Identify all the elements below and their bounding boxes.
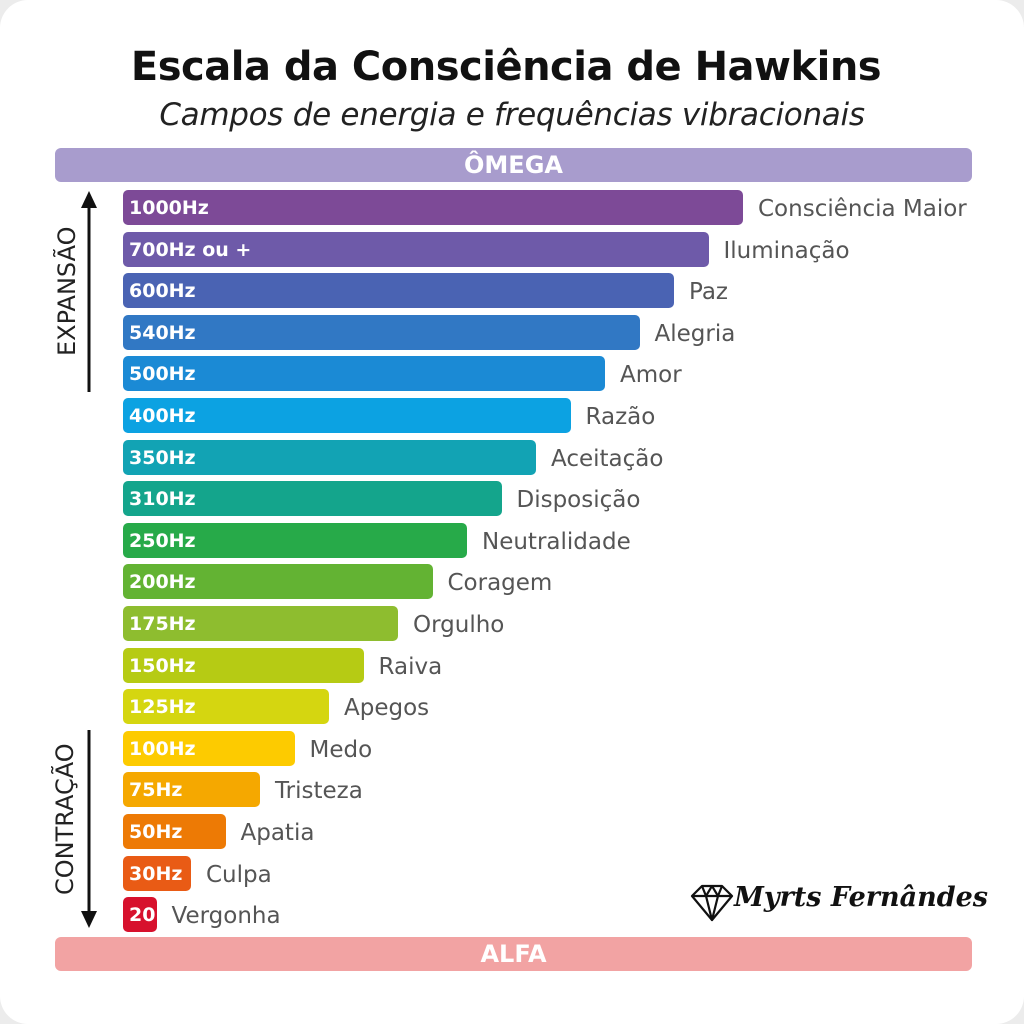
bar-value-label: 125Hz (129, 696, 196, 719)
bar-category-label: Disposição (516, 487, 641, 514)
bar-value-label: 175Hz (129, 613, 196, 635)
bar-category-label: Alegria (654, 320, 736, 347)
bar-value-label: 30Hz (129, 862, 183, 885)
bar-category-label: Aceitação (551, 445, 664, 472)
expansion-arrow (81, 191, 97, 392)
bar-value-label: 400Hz (129, 405, 196, 427)
bar-category-label: Tristeza (275, 778, 363, 805)
contraction-arrow (81, 730, 97, 928)
bar-value-label: 350Hz (129, 446, 196, 469)
bar-value-label: 700Hz ou + (129, 238, 252, 261)
bar-11 (123, 647, 364, 683)
bar-13 (123, 730, 295, 766)
bar-value-label: 150Hz (129, 654, 196, 677)
bar-category-label: Coragem (447, 570, 553, 597)
omega-band: ÔMEGA (55, 148, 972, 182)
bar-category-label: Paz (689, 279, 729, 306)
bar-value-label: 600Hz (129, 280, 196, 303)
bar-category-label: Consciência Maior (758, 196, 967, 222)
bar-value-label: 1000Hz (129, 197, 209, 219)
diamond-logo-icon (690, 884, 734, 922)
bar-value-label: 50Hz (129, 821, 183, 843)
bar-category-label: Culpa (206, 861, 272, 888)
bar-category-label: Apatia (240, 820, 315, 846)
bar-value-label: 540Hz (129, 321, 196, 344)
bar-category-label: Apegos (344, 695, 430, 722)
bar-category-label: Medo (309, 736, 373, 763)
signature: Myrts Fernândes (734, 882, 988, 913)
bar-category-label: Amor (620, 362, 682, 389)
bar-7 (123, 481, 502, 517)
bar-8 (123, 522, 467, 558)
bar-0 (123, 190, 743, 225)
bar-17 (123, 897, 157, 933)
bar-6 (123, 439, 536, 475)
axis-label-contraction: CONTRAÇÃO (51, 743, 79, 895)
bar-15 (123, 814, 226, 849)
bar-4 (123, 356, 605, 392)
bar-category-label: Razão (585, 404, 656, 430)
bar-category-label: Vergonha (171, 903, 281, 930)
bar-14 (123, 772, 260, 808)
bar-category-label: Iluminação (723, 237, 850, 264)
bar-16 (123, 855, 191, 891)
bar-1 (123, 231, 709, 267)
bar-value-label: 250Hz (129, 529, 196, 552)
bar-12 (123, 689, 329, 725)
alfa-band: ALFA (55, 937, 972, 971)
bar-category-label: Raiva (378, 653, 443, 680)
chart-title: Escala da Consciência de Hawkins (130, 44, 882, 90)
bar-2 (123, 273, 674, 309)
bar-value-label: 310Hz (129, 488, 196, 511)
bar-value-label: 200Hz (129, 571, 196, 594)
chart-subtitle: Campos de energia e frequências vibracio… (159, 97, 865, 133)
axis-label-expansion: EXPANSÃO (53, 226, 81, 356)
bar-9 (123, 564, 433, 600)
bar-value-label: 100Hz (129, 737, 196, 760)
bar-value-label: 20Hz (129, 904, 183, 927)
bar-3 (123, 314, 640, 350)
bar-value-label: 500Hz (129, 363, 196, 386)
bar-category-label: Neutralidade (482, 528, 631, 555)
bar-category-label: Orgulho (413, 612, 505, 638)
bar-10 (123, 606, 398, 641)
bar-5 (123, 398, 571, 433)
bar-value-label: 75Hz (129, 779, 183, 802)
